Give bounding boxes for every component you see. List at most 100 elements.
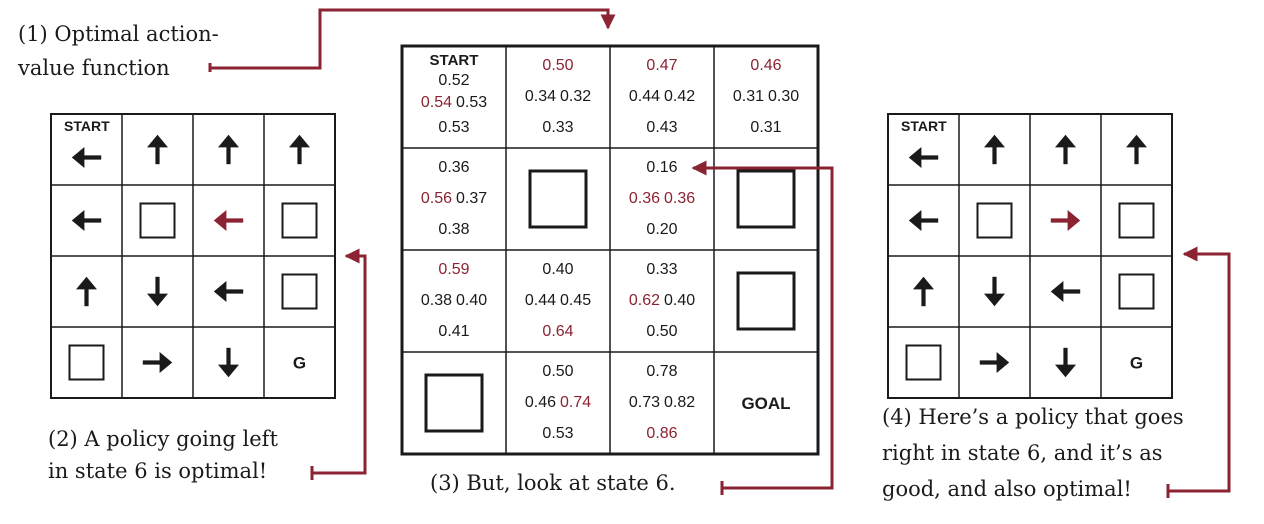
wall-icon bbox=[905, 344, 942, 381]
q-value-down: 0.20 bbox=[646, 221, 677, 238]
q-value-down: 0.31 bbox=[750, 119, 781, 136]
caption-line: (1) Optimal action- bbox=[18, 22, 219, 46]
q-value-left: 0.34 bbox=[525, 88, 556, 105]
q-value-left: 0.62 bbox=[629, 292, 660, 309]
q-value-up: 0.50 bbox=[542, 57, 573, 74]
connector-caption1-to-qgrid bbox=[208, 8, 608, 72]
q-value-down: 0.53 bbox=[542, 425, 573, 442]
q-value-right: 0.45 bbox=[560, 292, 591, 309]
arrow-left-icon bbox=[71, 210, 102, 231]
arrow-down-icon bbox=[1055, 347, 1076, 378]
q-value-down: 0.38 bbox=[438, 221, 469, 238]
caption-line: (3) But, look at state 6. bbox=[430, 471, 676, 495]
caption-optimal-action-value: (1) Optimal action-value function bbox=[17, 22, 219, 80]
arrow-right-icon bbox=[142, 352, 173, 373]
arrow-up-icon bbox=[984, 134, 1005, 165]
wall-icon bbox=[528, 169, 588, 229]
q-value-right: 0.82 bbox=[664, 394, 695, 411]
q-value-up: 0.16 bbox=[646, 159, 677, 176]
q-value-right: 0.37 bbox=[456, 190, 487, 207]
start-label: START bbox=[64, 118, 110, 134]
q-value-up: 0.78 bbox=[646, 363, 677, 380]
arrow-left-icon bbox=[908, 147, 939, 168]
q-value-left: 0.36 bbox=[629, 190, 660, 207]
caption-line: (2) A policy going left bbox=[48, 427, 278, 451]
arrow-left-icon bbox=[71, 147, 102, 168]
arrow-left-icon bbox=[908, 210, 939, 231]
q-value-left: 0.46 bbox=[525, 394, 556, 411]
arrow-down-icon bbox=[147, 276, 168, 307]
caption-policy-left: (2) A policy going left in state 6 is opt… bbox=[48, 427, 278, 483]
arrow-left-icon bbox=[213, 281, 244, 302]
q-value-up: 0.36 bbox=[438, 159, 469, 176]
q-value-left: 0.44 bbox=[525, 292, 556, 309]
arrow-up-icon bbox=[1126, 134, 1147, 165]
arrow-up-icon bbox=[913, 276, 934, 307]
q-value-up: 0.33 bbox=[646, 261, 677, 278]
wall-icon bbox=[736, 169, 796, 229]
goal-label: G bbox=[293, 354, 306, 373]
q-value-up: 0.50 bbox=[542, 363, 573, 380]
connector-caption3-to-state6 bbox=[693, 168, 834, 495]
q-value-right: 0.42 bbox=[664, 88, 695, 105]
start-label: START bbox=[901, 118, 947, 134]
q-value-up: 0.47 bbox=[646, 57, 677, 74]
q-value-down: 0.53 bbox=[438, 119, 469, 136]
arrow-up-icon bbox=[1055, 134, 1076, 165]
wall-icon bbox=[1118, 202, 1155, 239]
q-value-right: 0.30 bbox=[768, 88, 799, 105]
q-value-left: 0.38 bbox=[421, 292, 452, 309]
caption-policy-right: (4) Here’s a policy that goes right in st… bbox=[882, 405, 1184, 501]
q-value-down: 0.86 bbox=[646, 425, 677, 442]
caption-line: value function bbox=[17, 56, 170, 80]
goal-label: G bbox=[1130, 354, 1143, 373]
start-label: START bbox=[430, 52, 479, 69]
wall-icon bbox=[139, 202, 176, 239]
connector-caption4-to-rightgrid bbox=[1166, 254, 1231, 498]
caption-line: (4) Here’s a policy that goes bbox=[882, 405, 1184, 429]
caption-line: in state 6 is optimal! bbox=[48, 459, 267, 483]
q-value-up: 0.52 bbox=[438, 72, 469, 89]
wall-icon bbox=[68, 344, 105, 381]
caption-line: good, and also optimal! bbox=[882, 477, 1132, 501]
q-value-up: 0.59 bbox=[438, 261, 469, 278]
q-value-down: 0.41 bbox=[438, 323, 469, 340]
arrow-down-icon bbox=[984, 276, 1005, 307]
arrow-left-icon bbox=[1050, 281, 1081, 302]
q-value-right: 0.74 bbox=[560, 394, 591, 411]
arrow-right-icon bbox=[979, 352, 1010, 373]
q-value-down: 0.43 bbox=[646, 119, 677, 136]
caption-line: right in state 6, and it’s as bbox=[882, 441, 1163, 465]
q-value-right: 0.40 bbox=[456, 292, 487, 309]
q-value-left: 0.73 bbox=[629, 394, 660, 411]
arrow-left-icon bbox=[213, 210, 244, 231]
q-value-down: 0.50 bbox=[646, 323, 677, 340]
caption-look-at-state-6: (3) But, look at state 6. bbox=[430, 471, 676, 495]
q-value-right: 0.32 bbox=[560, 88, 591, 105]
wall-icon bbox=[976, 202, 1013, 239]
arrow-right-icon bbox=[1050, 210, 1081, 231]
arrow-up-icon bbox=[147, 134, 168, 165]
wall-icon bbox=[1118, 273, 1155, 310]
q-value-right: 0.36 bbox=[664, 190, 695, 207]
wall-icon bbox=[736, 271, 796, 331]
wall-icon bbox=[424, 373, 484, 433]
q-value-up: 0.46 bbox=[750, 57, 781, 74]
wall-icon bbox=[281, 202, 318, 239]
arrow-up-icon bbox=[76, 276, 97, 307]
q-value-left: 0.44 bbox=[629, 88, 660, 105]
wall-icon bbox=[281, 273, 318, 310]
arrow-up-icon bbox=[289, 134, 310, 165]
connectors bbox=[208, 8, 1231, 498]
arrow-up-icon bbox=[218, 134, 239, 165]
goal-label: GOAL bbox=[741, 394, 790, 413]
q-value-right: 0.53 bbox=[456, 94, 487, 111]
q-value-down: 0.64 bbox=[542, 323, 573, 340]
connector-caption2-to-leftgrid bbox=[310, 256, 367, 480]
policy-grid-left: G START bbox=[50, 113, 336, 399]
q-value-left: 0.54 bbox=[421, 94, 452, 111]
q-value-right: 0.40 bbox=[664, 292, 695, 309]
policy-grid-right: G START bbox=[887, 113, 1173, 399]
